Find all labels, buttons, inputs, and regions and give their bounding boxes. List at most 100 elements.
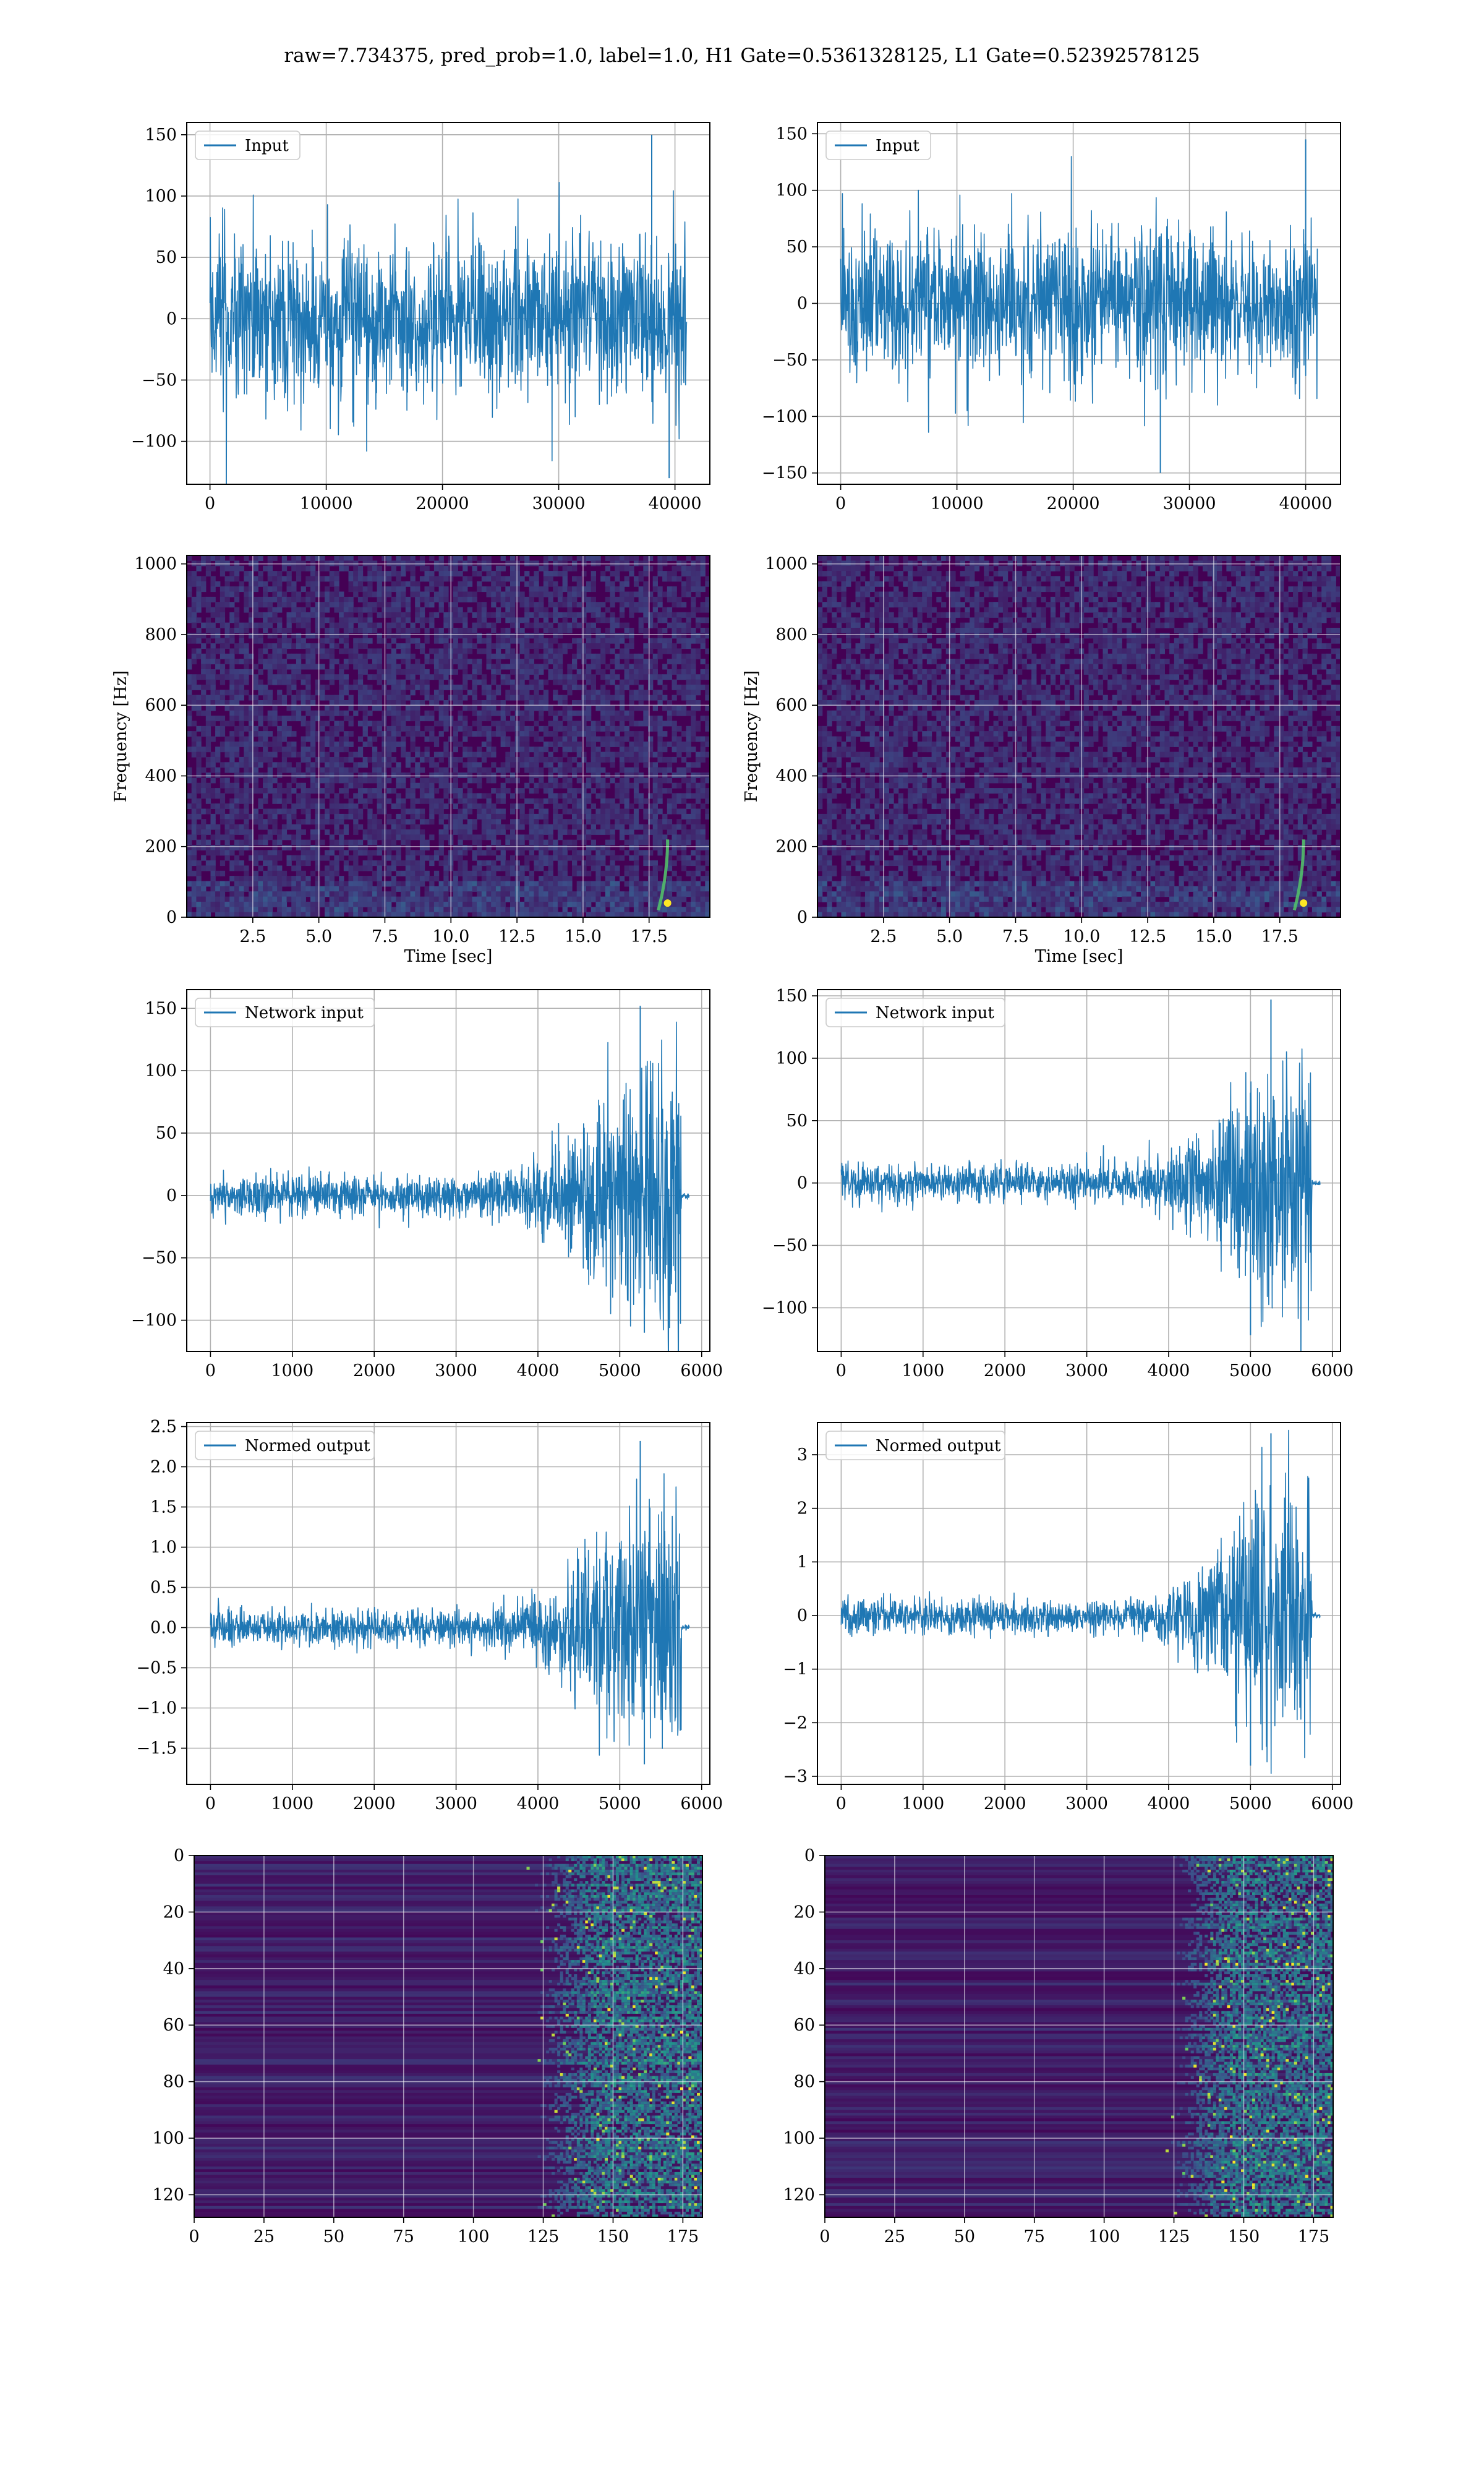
spectrogram-cell [229, 576, 235, 582]
spectrogram-cell [624, 679, 629, 685]
spectrogram-cell [463, 705, 468, 711]
spectrogram-cell [443, 710, 449, 716]
spectrogram-cell [229, 612, 235, 618]
spectrogram-cell [624, 684, 629, 690]
spectrogram-cell [553, 907, 558, 913]
spectrogram-cell [615, 803, 620, 810]
spectrogram-cell [576, 824, 582, 830]
spectrogram-cell [429, 622, 435, 628]
spectrogram-cell [529, 679, 534, 685]
spectrogram-cell [205, 607, 211, 613]
spectrogram-cell [595, 695, 601, 701]
spectrogram-cell [529, 876, 534, 882]
spectrogram-cell [648, 829, 654, 835]
spectrogram-cell [362, 860, 368, 867]
spectrogram-cell [591, 881, 596, 887]
spectrogram-cell [633, 695, 639, 701]
spectrogram-cell [529, 581, 534, 587]
spectrogram-cell [334, 798, 339, 804]
spectrogram-cell [244, 762, 249, 768]
spectrogram-cell [595, 773, 601, 778]
spectrogram-cell [481, 555, 487, 561]
spectrogram-cell [253, 716, 258, 722]
spectrogram-cell [372, 648, 378, 654]
spectrogram-cell [205, 865, 211, 871]
spectrogram-cell [510, 747, 516, 753]
spectrogram-cell [210, 695, 216, 701]
spectrogram-cell [410, 850, 416, 856]
spectrogram-cell [253, 777, 258, 784]
spectrogram-cell [605, 782, 611, 789]
spectrogram-cell [648, 762, 654, 768]
spectrogram-cell [458, 617, 463, 623]
spectrogram-cell [572, 747, 578, 753]
spectrogram-cell [220, 741, 226, 747]
spectrogram-cell [291, 788, 297, 794]
spectrogram-cell [201, 747, 207, 753]
spectrogram-cell [191, 834, 197, 841]
spectrogram-cell [220, 819, 226, 825]
spectrogram-cell [615, 726, 620, 732]
spectrogram-cell [548, 829, 553, 835]
spectrogram-cell [438, 679, 444, 685]
spectrogram-cell [433, 901, 440, 907]
spectrogram-cell [367, 798, 373, 804]
spectrogram-cell [638, 731, 644, 737]
spectrogram-cell [629, 602, 634, 608]
spectrogram-cell [610, 622, 615, 628]
spectrogram-cell [401, 839, 406, 845]
spectrogram-cell [510, 695, 516, 701]
spectrogram-cell [477, 721, 482, 727]
spectrogram-cell [633, 607, 639, 613]
spectrogram-cell [419, 901, 425, 907]
spectrogram-cell [277, 648, 283, 654]
spectrogram-cell [229, 907, 235, 913]
spectrogram-cell [424, 747, 430, 753]
spectrogram-cell [458, 855, 463, 861]
spectrogram-cell [267, 767, 273, 773]
spectrogram-cell [325, 891, 330, 897]
spectrogram-cell [543, 576, 549, 582]
spectrogram-cell [272, 829, 278, 835]
spectrogram-cell [263, 628, 268, 633]
spectrogram-cell [595, 736, 601, 742]
spectrogram-cell [391, 602, 396, 608]
spectrogram-cell [249, 581, 254, 587]
spectrogram-cell [329, 576, 335, 582]
spectrogram-cell [534, 560, 539, 567]
spectrogram-cell [396, 803, 401, 810]
spectrogram-cell [291, 773, 297, 778]
spectrogram-cell [624, 793, 629, 799]
spectrogram-cell [652, 834, 658, 841]
spectrogram-cell [377, 829, 382, 835]
spectrogram-cell [320, 653, 325, 659]
spectrogram-cell [353, 638, 359, 644]
spectrogram-cell [187, 912, 192, 917]
spectrogram-cell [253, 819, 258, 825]
spectrogram-cell [334, 870, 339, 876]
spectrogram-cell [353, 581, 359, 587]
spectrogram-cell [510, 669, 516, 675]
spectrogram-cell [463, 886, 468, 892]
spectrogram-cell [253, 700, 258, 706]
spectrogram-cell [401, 860, 406, 867]
spectrogram-cell [391, 726, 396, 732]
spectrogram-cell [557, 596, 563, 602]
spectrogram-cell [595, 865, 601, 871]
spectrogram-cell [305, 622, 311, 628]
spectrogram-cell [458, 896, 463, 902]
spectrogram-cell [215, 834, 221, 841]
spectrogram-cell [320, 617, 325, 623]
spectrogram-cell [543, 731, 549, 737]
spectrogram-cell [263, 793, 268, 799]
spectrogram-cell [405, 560, 411, 567]
spectrogram-cell [310, 788, 316, 794]
spectrogram-cell [433, 788, 440, 794]
spectrogram-cell [391, 891, 396, 897]
spectrogram-cell [429, 782, 435, 789]
spectrogram-cell [244, 576, 249, 582]
spectrogram-cell [205, 726, 211, 732]
spectrogram-cell [643, 721, 649, 727]
spectrogram-cell [643, 756, 649, 763]
spectrogram-cell [615, 896, 620, 902]
